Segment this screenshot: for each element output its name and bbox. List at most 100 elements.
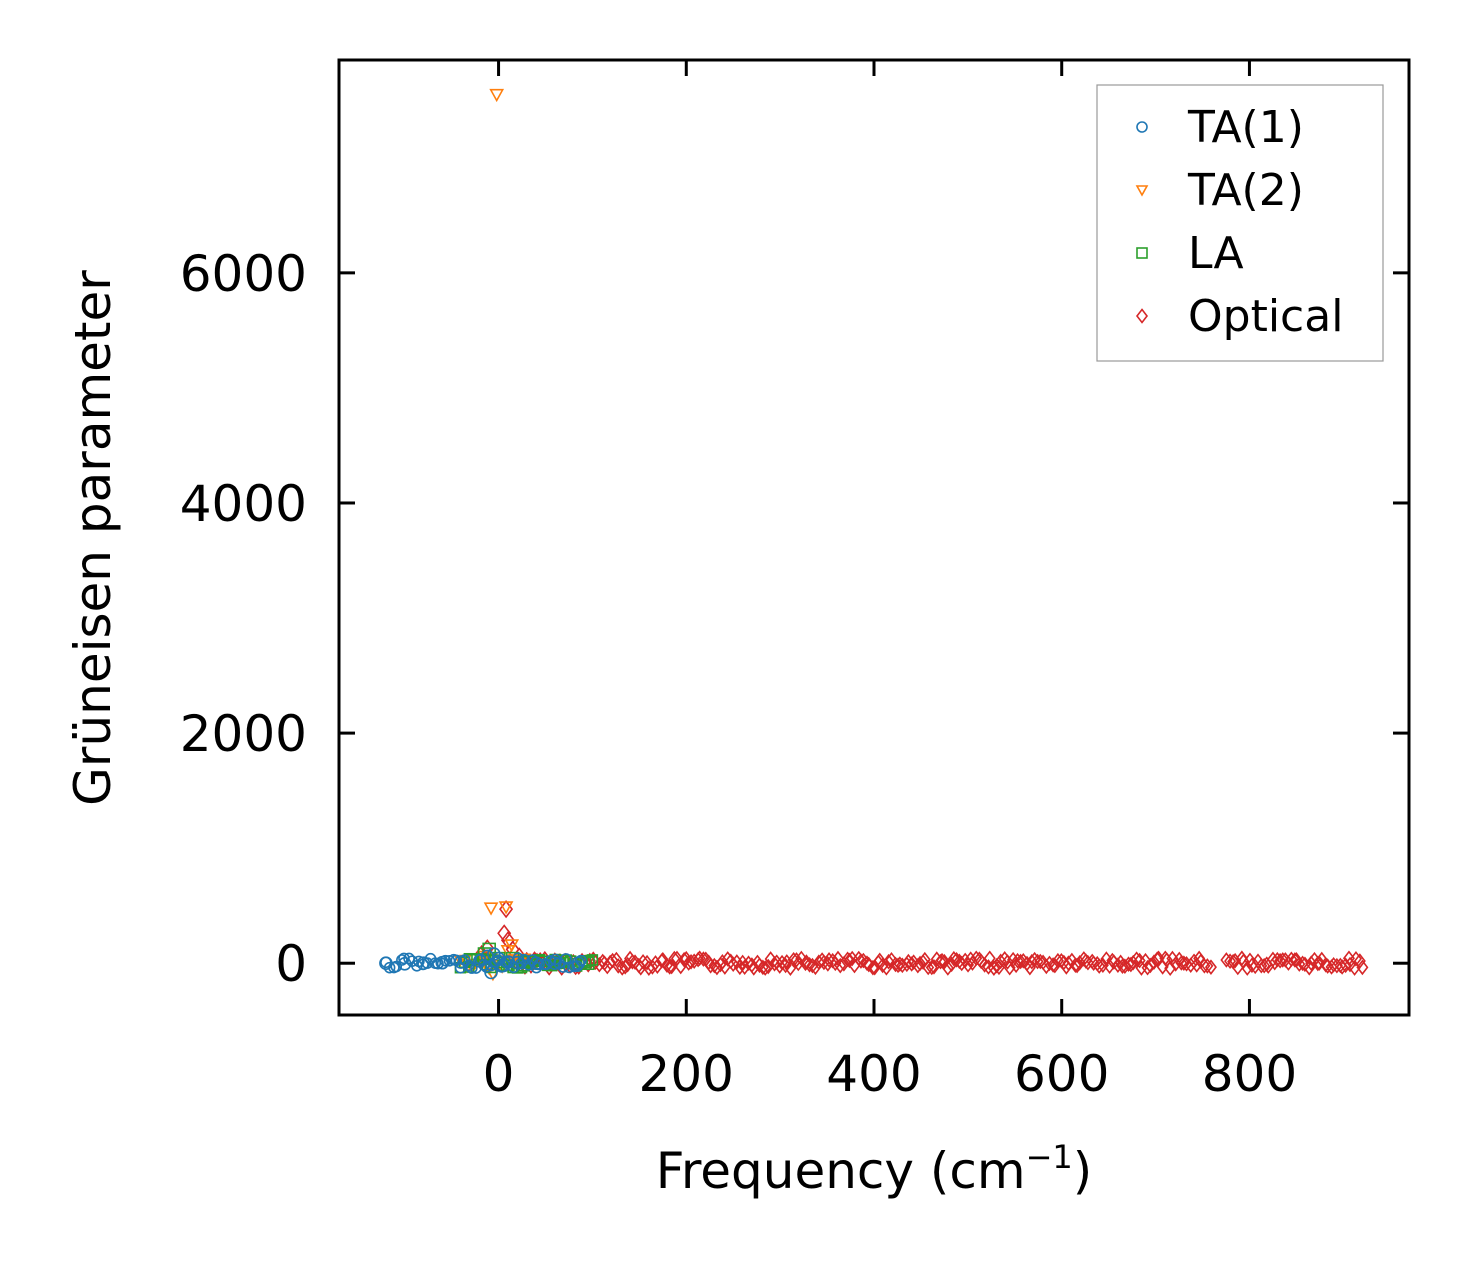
data-point [983,950,996,967]
y-tick-label: 2000 [180,705,307,763]
series-ta-1- [379,947,587,980]
x-tick-label: 0 [483,1045,515,1103]
data-point [803,956,816,973]
legend-label: Optical [1188,291,1343,342]
data-point [557,961,570,973]
data-point [610,951,623,968]
data-point [721,951,734,967]
data-point [1356,959,1369,976]
data-point [747,960,760,976]
data-point [834,957,847,974]
data-point [1062,955,1075,971]
legend-marker [1136,247,1148,259]
data-point [379,956,393,971]
x-tick-label: 800 [1202,1045,1297,1103]
data-point [1296,955,1309,972]
data-point [1311,955,1324,972]
data-point [500,944,516,959]
data-point [1313,955,1326,971]
data-point [831,950,845,967]
data-point [489,88,505,103]
data-point [876,957,889,974]
data-point [626,953,639,970]
x-tick-label: 200 [639,1045,734,1103]
data-point [383,961,396,974]
legend-marker [1135,308,1149,324]
data-point [483,902,499,916]
data-point [1111,957,1124,973]
data-point [857,952,870,969]
data-point [1047,957,1060,973]
series-optical [474,900,1369,977]
data-point [497,924,512,943]
y-tick-label: 6000 [180,245,307,303]
data-point [466,962,478,974]
data-point [487,947,501,961]
data-point [1220,952,1233,968]
data-point [1274,952,1287,969]
data-point [925,959,938,976]
data-point [1071,957,1084,974]
data-point [482,942,496,957]
legend-marker [1135,185,1149,197]
data-point [435,955,450,970]
data-point [1349,950,1362,967]
data-point [941,960,954,976]
data-point [478,959,490,971]
data-point [1127,954,1140,971]
data-point [1353,953,1366,969]
data-points [379,88,1369,982]
data-point [812,954,825,970]
data-point [733,959,746,976]
data-point [501,955,515,969]
data-point [922,959,935,976]
data-point [896,957,909,974]
data-point [1258,957,1271,974]
data-point [1249,958,1262,975]
data-point [1139,952,1152,969]
data-point [529,956,543,971]
axis-ticks: 0 200 400 600 800 0 2000 4000 6000 [180,60,1409,1103]
data-point [1087,955,1100,972]
x-tick-label: 600 [1014,1045,1109,1103]
data-point [1014,953,1027,970]
data-point [545,959,558,972]
x-axis-label: Frequency (cm−1) [656,1138,1093,1200]
data-point [510,955,525,970]
data-point [964,951,977,967]
data-point [756,959,769,976]
y-axis-label: Grüneisen parameter [64,270,122,806]
data-point [753,957,766,974]
data-point [548,956,562,971]
data-point [1001,954,1014,970]
data-point [646,959,659,975]
data-point [716,954,729,970]
data-point [1339,957,1352,974]
data-point [950,951,963,968]
data-point [439,954,452,967]
data-point [593,956,606,973]
legend-label: TA(1) [1187,102,1304,153]
data-point [491,951,506,966]
data-point [462,959,475,972]
data-point [616,960,629,976]
data-point [1034,953,1047,970]
data-point [780,954,793,970]
data-point [484,965,498,980]
data-point [1164,960,1177,977]
data-point [668,950,681,967]
data-point [606,952,619,969]
data-point [987,960,1000,976]
data-point [1204,959,1217,975]
data-point [1025,953,1038,970]
data-point [685,953,698,970]
data-point [1201,958,1214,974]
x-tick-label: 400 [826,1045,921,1103]
data-point [663,959,676,975]
data-point [682,955,695,971]
data-point [1271,951,1284,968]
data-point [727,956,740,973]
data-point [1073,954,1086,971]
data-point [1321,958,1334,974]
data-point [800,954,813,970]
